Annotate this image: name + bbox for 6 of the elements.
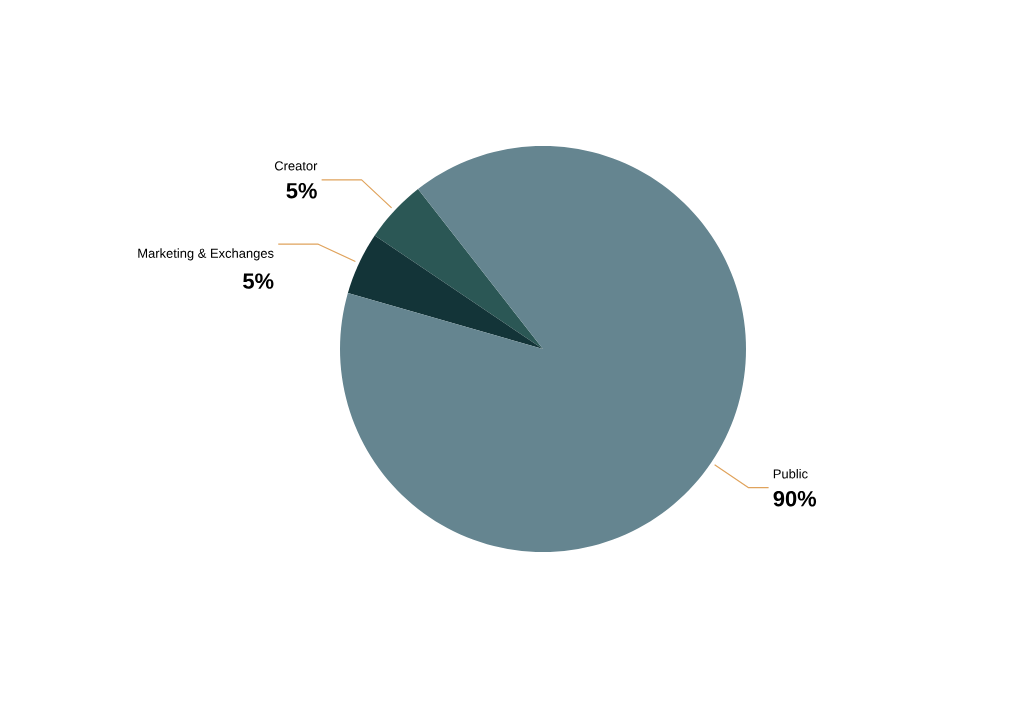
data-label: 5% <box>243 273 274 289</box>
data-label: 90% <box>773 490 817 507</box>
slice-label: Marketing & Exchanges <box>138 248 274 261</box>
data-label: 5% <box>286 182 317 199</box>
slice-label: Creator <box>274 161 318 171</box>
slice-label: Public <box>773 468 808 479</box>
